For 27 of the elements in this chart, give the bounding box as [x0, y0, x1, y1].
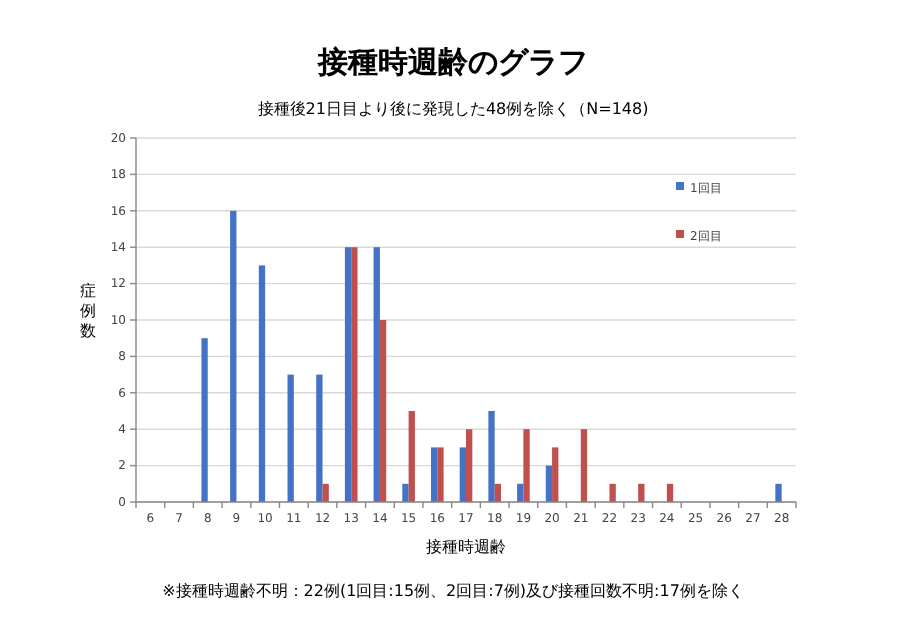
bar — [459, 447, 466, 502]
bar — [609, 483, 616, 502]
bar — [552, 447, 559, 502]
bar — [373, 247, 380, 502]
bar — [466, 429, 473, 502]
bar — [437, 447, 444, 502]
bar — [344, 247, 352, 502]
bar — [287, 374, 294, 502]
chart-subtitle: 接種後21日目より後に発現した48例を除く（N=148) — [257, 100, 649, 118]
bar — [230, 210, 237, 502]
bar — [430, 447, 438, 502]
bar — [523, 429, 530, 502]
y-axis-title: 症例数 — [80, 282, 96, 340]
bar — [316, 374, 323, 502]
chart-title: 接種時週齢のグラフ — [316, 44, 588, 80]
text: ※接種時週齢不明：22例(1回目:15例、2回目:7例)及び接種回数不明:17例を除く — [162, 582, 744, 600]
x-axis-title: 接種時週齢 — [426, 538, 506, 556]
bar — [258, 265, 266, 502]
bar — [488, 411, 495, 502]
bar — [775, 483, 782, 502]
bar — [201, 338, 208, 502]
bar — [580, 429, 588, 502]
bar — [408, 411, 415, 502]
bar — [402, 483, 409, 502]
bar — [379, 320, 387, 502]
bar — [351, 247, 358, 502]
bar — [545, 465, 553, 502]
